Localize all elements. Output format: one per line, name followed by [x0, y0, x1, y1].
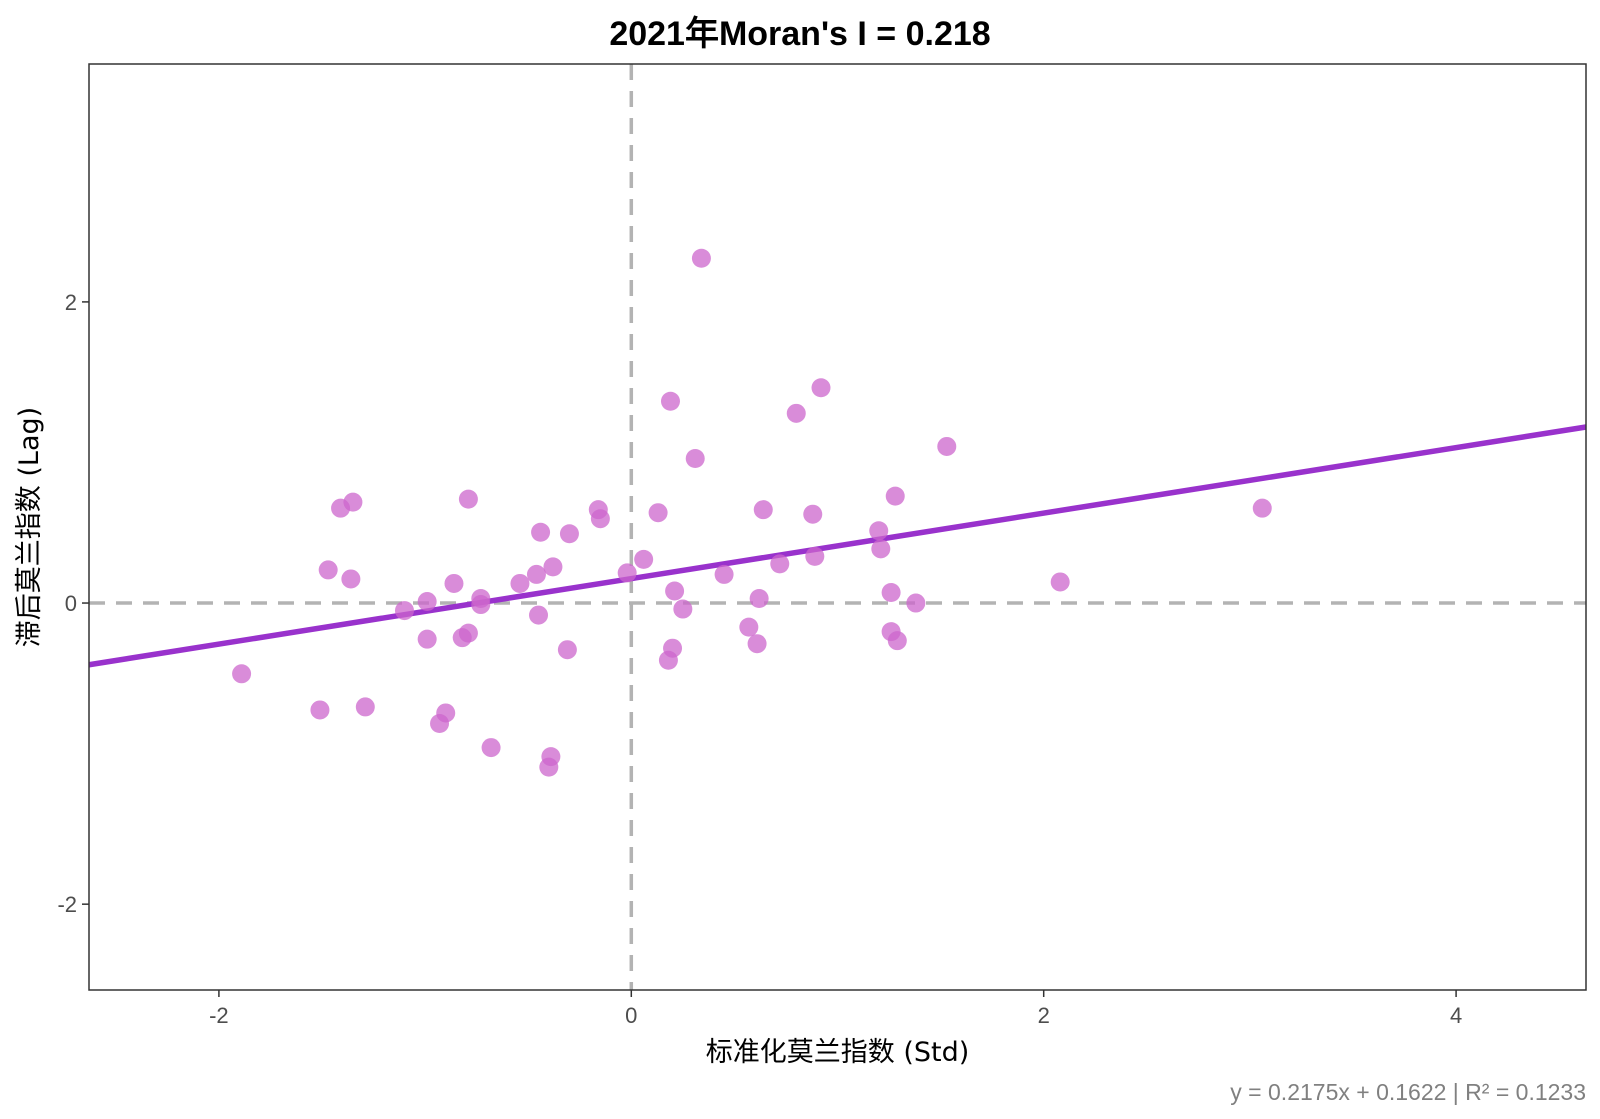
data-point — [770, 554, 790, 574]
data-point — [1252, 498, 1272, 518]
data-point — [648, 503, 668, 523]
data-point — [747, 634, 767, 654]
data-point — [749, 589, 769, 609]
data-point — [444, 573, 464, 593]
data-point — [355, 697, 375, 717]
data-point — [232, 664, 252, 684]
data-point — [634, 549, 654, 569]
data-point — [660, 391, 680, 411]
data-point — [318, 560, 338, 580]
data-point — [559, 524, 579, 544]
data-point — [673, 599, 693, 619]
data-point — [805, 546, 825, 566]
chart-title: 2021年Moran's I = 0.218 — [609, 15, 991, 53]
data-point — [557, 640, 577, 660]
data-point — [869, 521, 889, 541]
data-point — [906, 593, 926, 613]
data-point — [590, 509, 610, 529]
regression-caption: y = 0.2175x + 0.1622 | R² = 0.1233 — [1230, 1079, 1586, 1105]
x-tick-label: -2 — [209, 1003, 229, 1028]
data-point — [714, 564, 734, 584]
data-point — [739, 617, 759, 637]
y-tick-label: -2 — [57, 892, 77, 917]
data-point — [887, 631, 907, 651]
regression-line — [88, 424, 1587, 668]
data-point — [753, 500, 773, 520]
data-point — [510, 573, 530, 593]
data-point — [1050, 572, 1070, 592]
data-point — [310, 700, 330, 720]
data-point — [665, 581, 685, 601]
data-point — [481, 738, 501, 758]
y-tick-label: 2 — [65, 290, 77, 315]
y-tick-label: 0 — [65, 591, 77, 616]
fit-line-group — [88, 424, 1587, 668]
data-point — [452, 628, 472, 648]
data-point — [341, 569, 361, 589]
points-group — [232, 248, 1272, 777]
x-axis-title: 标准化莫兰指数 (Std) — [706, 1037, 970, 1068]
data-point — [430, 713, 450, 733]
panel-border — [88, 63, 1587, 991]
data-point — [658, 650, 678, 670]
data-point — [529, 605, 549, 625]
data-point — [691, 248, 711, 268]
data-point — [937, 436, 957, 456]
data-point — [531, 522, 551, 542]
data-point — [803, 504, 823, 524]
data-point — [881, 582, 901, 602]
x-tick-label: 0 — [625, 1003, 637, 1028]
data-point — [543, 557, 563, 577]
data-point — [417, 629, 437, 649]
data-point — [786, 403, 806, 423]
data-point — [871, 539, 891, 559]
axes: -2 0 2 4 -2 0 2 — [57, 290, 1462, 1028]
data-point — [539, 757, 559, 777]
data-point — [885, 486, 905, 506]
x-tick-label: 4 — [1450, 1003, 1462, 1028]
data-point — [417, 592, 437, 612]
x-tick-label: 2 — [1038, 1003, 1050, 1028]
data-point — [685, 448, 705, 468]
y-axis-title: 滞后莫兰指数 (Lag) — [14, 407, 45, 647]
data-point — [394, 601, 414, 621]
data-point — [617, 563, 637, 583]
data-point — [458, 489, 478, 509]
reference-lines — [89, 64, 1586, 990]
data-point — [331, 498, 351, 518]
data-point — [811, 378, 831, 398]
data-point — [526, 564, 546, 584]
data-point — [471, 595, 491, 615]
